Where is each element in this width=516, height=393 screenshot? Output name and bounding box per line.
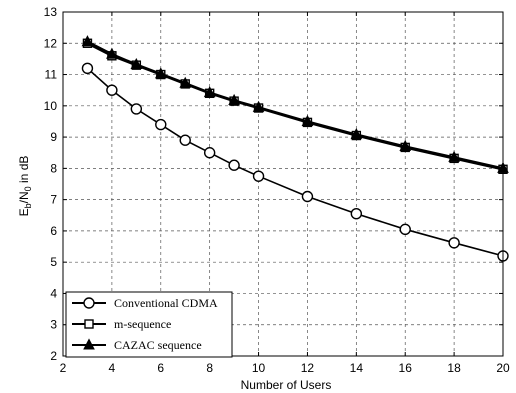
data-point bbox=[252, 170, 265, 182]
series-layer bbox=[81, 35, 509, 262]
y-tick-label: 8 bbox=[50, 161, 57, 175]
legend: Conventional CDMA m-sequence CAZAC sequenc… bbox=[65, 291, 233, 358]
x-tick-label: 14 bbox=[350, 361, 364, 375]
data-point bbox=[252, 100, 265, 112]
y-axis-title-main: E bbox=[17, 208, 31, 216]
data-point bbox=[81, 62, 94, 74]
data-point bbox=[81, 35, 94, 47]
y-axis-title-tail: in dB bbox=[17, 156, 31, 187]
y-tick-label: 5 bbox=[50, 255, 57, 269]
data-point bbox=[155, 118, 167, 131]
legend-label: Conventional CDMA bbox=[114, 296, 218, 310]
x-axis-title: Number of Users bbox=[241, 378, 332, 392]
data-point bbox=[154, 67, 167, 79]
plot-frame bbox=[62, 11, 504, 357]
x-tick-label: 2 bbox=[60, 361, 67, 375]
y-axis-title-sub1: b bbox=[23, 203, 33, 208]
y-tick-label: 12 bbox=[44, 36, 58, 50]
data-point bbox=[350, 128, 363, 140]
legend-label: m-sequence bbox=[114, 317, 171, 331]
x-tick-label: 10 bbox=[252, 361, 266, 375]
data-point bbox=[106, 47, 118, 59]
x-tick-label: 20 bbox=[496, 361, 510, 375]
x-tick-label: 8 bbox=[206, 361, 213, 375]
data-point bbox=[301, 114, 314, 126]
series-triangle bbox=[81, 35, 509, 173]
data-point bbox=[106, 84, 118, 96]
y-tick-label: 4 bbox=[50, 286, 57, 300]
data-point bbox=[228, 159, 240, 171]
x-tick-label: 18 bbox=[447, 361, 461, 375]
y-axis-title-sub2: 0 bbox=[23, 186, 33, 191]
y-tick-label: 7 bbox=[50, 193, 57, 207]
x-tick-label: 16 bbox=[399, 361, 413, 375]
y-tick-label: 10 bbox=[44, 99, 58, 113]
data-point bbox=[179, 76, 192, 88]
data-point bbox=[301, 190, 314, 203]
data-point bbox=[130, 103, 143, 115]
y-axis-title: Eb/N0 in dB bbox=[17, 156, 33, 217]
data-point bbox=[228, 93, 240, 106]
y-axis-title-mid: /N bbox=[17, 191, 31, 203]
y-tick-label: 11 bbox=[45, 68, 58, 82]
data-point bbox=[399, 139, 412, 151]
legend-swatch-marker bbox=[83, 338, 95, 350]
y-tick-label: 3 bbox=[50, 318, 57, 332]
data-point bbox=[399, 223, 411, 236]
legend-label: CAZAC sequence bbox=[114, 338, 202, 352]
legend-swatch-marker bbox=[83, 297, 95, 309]
ticks: 2 4 6 8 10 12 14 16 18 20 2 3 4 5 6 7 8 9 10 11 12 13 bbox=[44, 5, 510, 375]
x-tick-label: 12 bbox=[301, 361, 315, 375]
y-tick-label: 9 bbox=[50, 130, 57, 144]
x-tick-label: 6 bbox=[157, 361, 164, 375]
y-tick-label: 13 bbox=[44, 5, 58, 19]
y-tick-label: 6 bbox=[50, 224, 57, 238]
data-point bbox=[448, 237, 460, 249]
data-point bbox=[203, 86, 216, 98]
legend-swatch-marker bbox=[84, 319, 94, 329]
data-point bbox=[448, 150, 460, 162]
y-tick-label: 2 bbox=[50, 349, 57, 363]
data-point bbox=[350, 208, 363, 220]
x-tick-label: 4 bbox=[109, 361, 116, 375]
data-point bbox=[179, 134, 191, 146]
data-point bbox=[203, 147, 216, 159]
data-point bbox=[130, 57, 143, 70]
